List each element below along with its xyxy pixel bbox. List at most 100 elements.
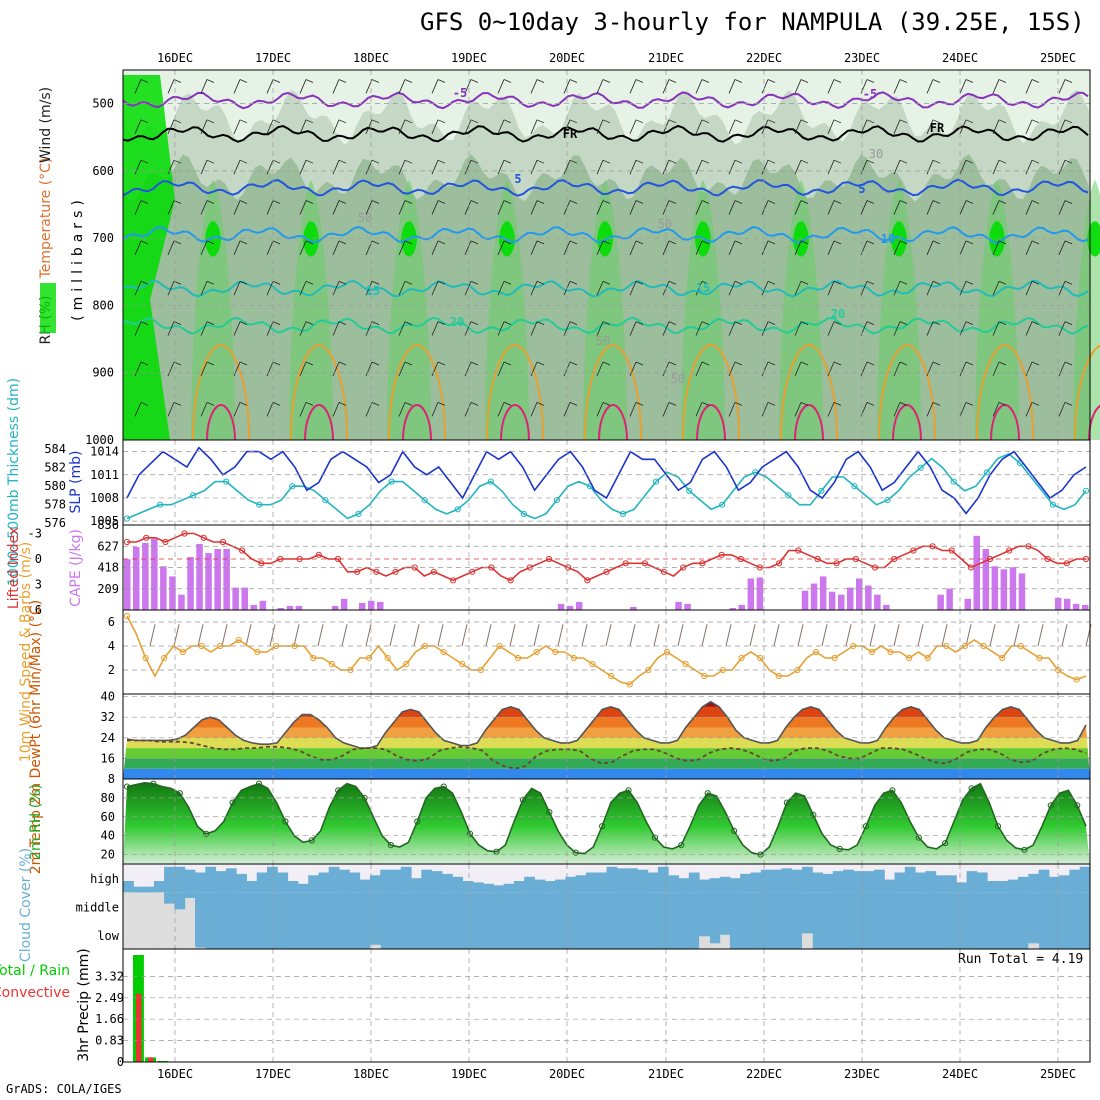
wind-barb-feather: [767, 79, 776, 83]
cloud-high-bar: [915, 872, 926, 893]
cape-bar: [368, 600, 375, 610]
wind-barb-feather: [503, 361, 512, 366]
lifted-index-point: [181, 530, 188, 537]
wind-barb: [332, 361, 340, 377]
cloud-middle-bar: [246, 892, 258, 949]
wind-barb-feather: [1031, 240, 1040, 245]
wind-barb: [530, 200, 538, 215]
surface-wind-barb: [389, 624, 396, 647]
wind-barb: [1058, 402, 1066, 417]
wind-speed-point: [887, 648, 894, 656]
wind-barb-feather: [371, 79, 380, 83]
wind-barb: [794, 200, 802, 215]
wind-barb: [794, 240, 802, 256]
wind-barb: [398, 160, 406, 175]
rh-point: [282, 818, 289, 825]
wind-barb-feather: [140, 79, 149, 83]
wind-speed-point: [757, 654, 764, 662]
wind-barb: [893, 79, 901, 94]
cape-bar: [214, 549, 221, 610]
cloud-high-bar: [205, 866, 217, 893]
cape-bar: [991, 566, 999, 610]
wind-barb: [332, 79, 340, 94]
wind-barb: [233, 321, 241, 336]
wind-barb-feather: [668, 240, 677, 245]
wind-barb-feather: [602, 200, 611, 204]
top-date-label: 25DEC: [1040, 51, 1076, 65]
cape-bar: [133, 547, 140, 610]
wind-barb: [167, 281, 175, 296]
wind-barb-feather: [899, 119, 908, 124]
cloud-high-bar: [719, 876, 731, 893]
wind-barb-feather: [701, 401, 710, 406]
lifted-index-point: [315, 551, 322, 558]
rh-point: [810, 811, 817, 819]
cloud-high-bar: [750, 872, 762, 893]
wind-barb-feather: [140, 200, 149, 204]
wind-barb-feather: [206, 280, 215, 285]
wind-barb: [629, 321, 637, 336]
temp-tick-label: 16: [101, 751, 115, 765]
wind-barb-feather: [305, 159, 314, 164]
surface-wind-barb: [461, 624, 468, 647]
wind-barb-feather: [371, 159, 380, 164]
rh-point: [625, 787, 632, 794]
wind-barb: [167, 361, 175, 377]
cloud-middle-bar: [647, 892, 659, 949]
cloud-high-bar: [565, 876, 577, 893]
wind-barb: [464, 119, 472, 134]
wind-barb: [200, 402, 208, 417]
rh-point: [546, 809, 553, 816]
surface-wind-barb: [413, 624, 420, 647]
temp-tick-label: 24: [101, 731, 115, 745]
wind-barb: [959, 200, 967, 215]
wind-barb: [134, 79, 142, 94]
moist-column: [485, 180, 529, 440]
wind-barb: [827, 119, 835, 134]
li-tick-label: -3: [28, 527, 42, 541]
wind-barb: [299, 321, 307, 336]
wind-barb: [728, 402, 736, 417]
rh-point: [994, 823, 1002, 830]
wind-barb: [794, 160, 802, 175]
rh-point: [440, 783, 447, 790]
wind-barb: [233, 361, 241, 377]
cloud-middle-bar: [195, 892, 206, 949]
cloud-high-bar: [1079, 866, 1091, 893]
wind-barb-feather: [800, 401, 809, 406]
wind-barb-feather: [734, 79, 743, 83]
cape-bar: [124, 559, 131, 610]
cloud-high-bar: [287, 881, 299, 893]
lifted-index-point: [1063, 560, 1070, 567]
cloud-high-bar: [349, 872, 361, 893]
wind-barb-feather: [767, 119, 776, 124]
temp-color-band: [123, 701, 1090, 707]
cape-bar: [1063, 598, 1071, 610]
wind-barb-feather: [635, 200, 644, 204]
wind-barb: [629, 160, 637, 175]
isotherm-label: 10: [881, 232, 895, 246]
wind-barb-feather: [734, 401, 743, 406]
lifted-index-point: [948, 547, 955, 554]
wind-barb-feather: [569, 119, 578, 124]
cloud-high-bar: [555, 879, 566, 893]
cape-bar: [982, 549, 990, 610]
wind-barb: [431, 240, 439, 256]
wind-barb: [134, 321, 142, 336]
wind-barb: [332, 321, 340, 336]
cape-bar: [1009, 567, 1017, 610]
wind-barb-feather: [470, 200, 479, 204]
wind-barb-feather: [305, 321, 314, 326]
wind-barb-feather: [602, 79, 611, 83]
cape-bar: [973, 535, 980, 610]
wind-barb-feather: [470, 240, 479, 245]
wind-barb: [1058, 160, 1066, 175]
wind-barb-feather: [998, 321, 1007, 326]
wind-speed-point: [328, 660, 335, 668]
wind-barb: [497, 240, 505, 256]
cloud-low-bar: [143, 940, 155, 949]
wind-barb-feather: [734, 159, 743, 164]
cloud-high-bar: [297, 883, 309, 893]
wind-barb-feather: [965, 200, 974, 204]
